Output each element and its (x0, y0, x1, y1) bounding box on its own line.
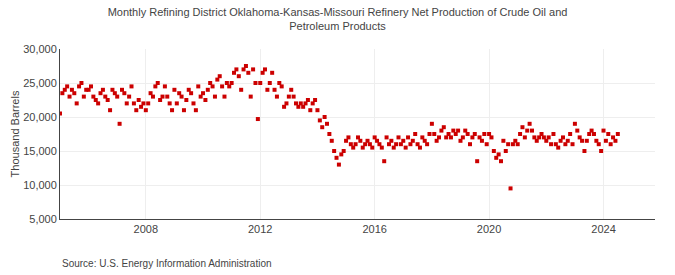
svg-text:2016: 2016 (362, 223, 386, 235)
svg-text:2020: 2020 (477, 223, 501, 235)
svg-text:Thousand Barrels: Thousand Barrels (9, 90, 21, 177)
svg-text:20,000: 20,000 (23, 111, 57, 123)
svg-text:Source: U.S. Energy Informatio: Source: U.S. Energy Information Administ… (62, 258, 272, 269)
svg-text:15,000: 15,000 (23, 145, 57, 157)
svg-text:10,000: 10,000 (23, 179, 57, 191)
svg-text:2012: 2012 (248, 223, 272, 235)
svg-text:2008: 2008 (134, 223, 158, 235)
svg-text:30,000: 30,000 (23, 43, 57, 55)
svg-text:5,000: 5,000 (29, 213, 57, 225)
svg-text:25,000: 25,000 (23, 77, 57, 89)
svg-text:Monthly Refining District Okla: Monthly Refining District Oklahoma-Kansa… (108, 6, 568, 32)
svg-text:2024: 2024 (591, 223, 615, 235)
